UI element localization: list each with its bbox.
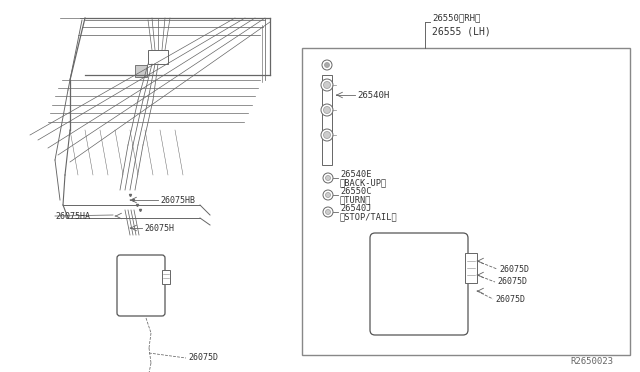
Circle shape [323, 190, 333, 200]
Bar [465, 253, 477, 283]
Text: 26550〈RH〉: 26550〈RH〉 [432, 13, 481, 22]
Text: 26550C: 26550C [340, 186, 371, 196]
Text: 26555 (LH): 26555 (LH) [432, 26, 491, 36]
Circle shape [323, 81, 330, 89]
FancyBboxPatch shape [117, 255, 165, 316]
Circle shape [321, 104, 333, 116]
Circle shape [324, 62, 330, 67]
Text: 26075H: 26075H [144, 224, 174, 232]
Circle shape [322, 60, 332, 70]
Circle shape [326, 176, 330, 180]
Bar [135, 65, 147, 77]
Text: 26075HB: 26075HB [160, 196, 195, 205]
Circle shape [326, 209, 330, 215]
Bar [148, 50, 168, 64]
Text: 26075D: 26075D [497, 278, 527, 286]
Text: 〈BACK-UP〉: 〈BACK-UP〉 [340, 179, 387, 187]
Bar [322, 75, 332, 165]
Circle shape [321, 129, 333, 141]
FancyBboxPatch shape [370, 233, 468, 335]
Circle shape [321, 79, 333, 91]
Text: 26540J: 26540J [340, 203, 371, 212]
Bar [162, 270, 170, 284]
Text: 26075D: 26075D [188, 353, 218, 362]
Text: 26075HA: 26075HA [55, 212, 90, 221]
Text: R2650023: R2650023 [570, 357, 613, 366]
Circle shape [323, 106, 330, 113]
Circle shape [326, 192, 330, 198]
Text: 26075D: 26075D [499, 264, 529, 273]
Circle shape [323, 207, 333, 217]
Circle shape [323, 173, 333, 183]
Text: 〈TURN〉: 〈TURN〉 [340, 196, 371, 205]
Text: 26540E: 26540E [340, 170, 371, 179]
Circle shape [323, 131, 330, 138]
Text: 〈STOP/TAIL〉: 〈STOP/TAIL〉 [340, 212, 397, 221]
Text: 26540H: 26540H [357, 90, 389, 99]
Bar [302, 48, 630, 355]
Text: 26075D: 26075D [495, 295, 525, 304]
